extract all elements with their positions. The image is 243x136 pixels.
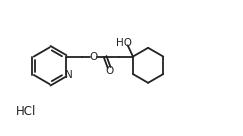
Text: HCl: HCl (16, 105, 36, 118)
Text: HO: HO (116, 38, 132, 48)
Text: O: O (105, 66, 113, 76)
Text: N: N (65, 70, 72, 80)
Text: O: O (89, 52, 98, 62)
